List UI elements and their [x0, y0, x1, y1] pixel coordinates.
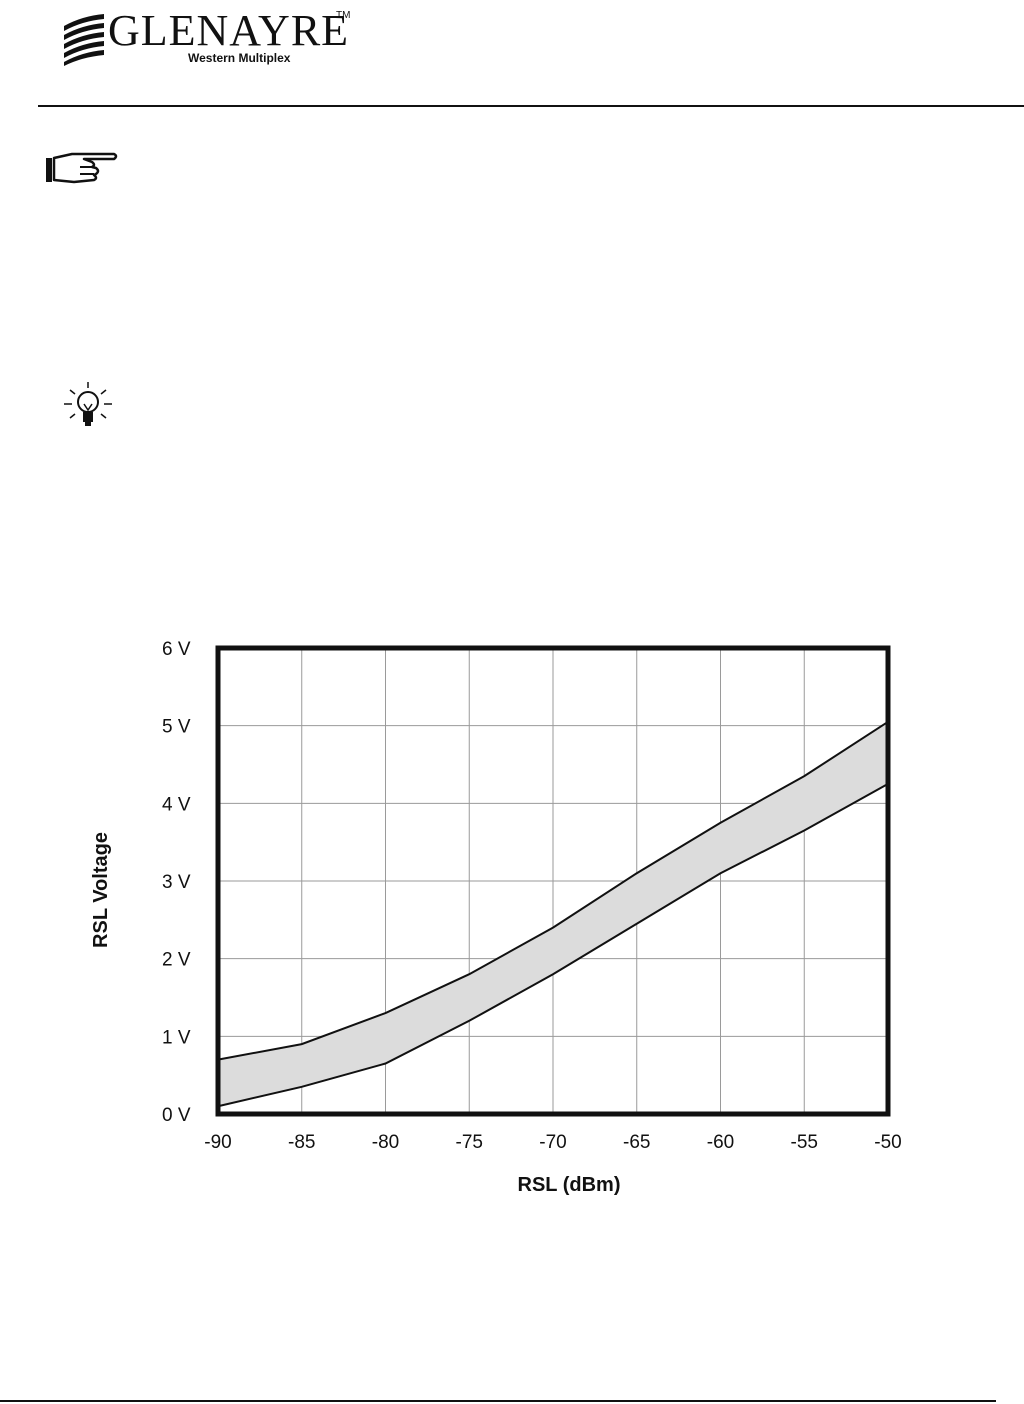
x-axis-ticks: -90 -85 -80 -75 -70 -65 -60 -55 -50	[204, 1132, 901, 1153]
x-tick-label: -65	[623, 1132, 650, 1153]
y-tick-label: 0 V	[162, 1105, 191, 1126]
upper-bound-line	[217, 720, 889, 1061]
lower-bound-line	[217, 783, 889, 1108]
trademark-symbol: TM	[336, 10, 351, 21]
x-tick-label: -80	[372, 1132, 399, 1153]
glenayre-swoosh-logo-icon	[64, 14, 104, 66]
plot-frame	[215, 645, 891, 1117]
x-tick-label: -55	[791, 1132, 818, 1153]
x-tick-label: -60	[707, 1132, 734, 1153]
x-tick-label: -90	[204, 1132, 231, 1153]
company-logo: GLENAYRE TM Western Multiplex	[62, 8, 362, 68]
voltage-range-band	[218, 721, 888, 1107]
chart-band	[218, 721, 888, 1107]
brand-name: GLENAYRE	[108, 6, 350, 55]
pointing-hand-icon	[46, 152, 118, 184]
x-tick-label: -75	[456, 1132, 483, 1153]
y-tick-label: 1 V	[162, 1027, 191, 1048]
lightbulb-icon	[64, 382, 112, 426]
footer-divider	[0, 1400, 996, 1402]
y-axis-ticks: 0 V 1 V 2 V 3 V 4 V 5 V 6 V	[162, 639, 191, 1126]
chart-lines	[217, 720, 889, 1108]
y-tick-label: 5 V	[162, 717, 191, 738]
brand-subtitle: Western Multiplex	[188, 51, 291, 65]
y-tick-label: 6 V	[162, 639, 191, 660]
x-tick-label: -70	[539, 1132, 566, 1153]
x-tick-label: -50	[874, 1132, 901, 1153]
x-axis-label: RSL (dBm)	[518, 1174, 621, 1196]
y-tick-label: 2 V	[162, 950, 191, 971]
x-tick-label: -85	[288, 1132, 315, 1153]
y-tick-label: 4 V	[162, 794, 191, 815]
header-divider	[38, 105, 1024, 107]
y-axis-label: RSL Voltage	[90, 832, 112, 948]
y-tick-label: 3 V	[162, 872, 191, 893]
